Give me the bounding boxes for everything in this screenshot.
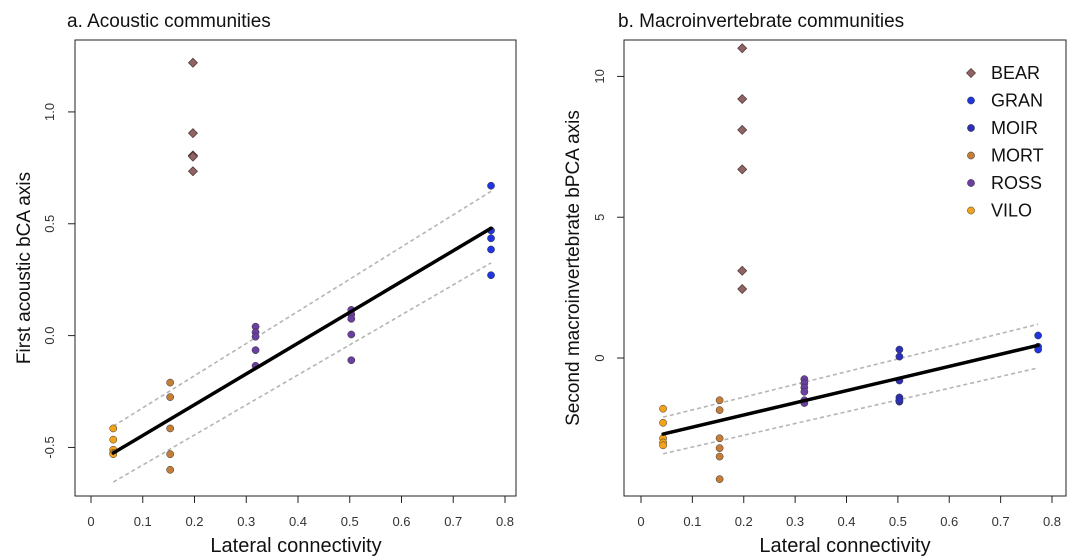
y-tick-label: 10: [592, 69, 607, 83]
regression-line: [661, 343, 1040, 436]
data-point-vilo: [659, 404, 667, 413]
x-tick-label: 0.3: [237, 514, 255, 529]
data-point-bear: [737, 164, 748, 175]
data-point-ross: [251, 346, 260, 354]
legend-marker: [967, 179, 975, 187]
panel-acoustic: a. Acoustic communities 0 0.1 0.2 0.3 0.4 0.5…: [14, 11, 517, 556]
legend-label: MOIR: [991, 118, 1038, 138]
data-point-bear: [187, 128, 198, 139]
data-point-gran: [487, 245, 495, 254]
x-tick-label: 0.1: [683, 514, 701, 529]
data-point-ross: [347, 330, 356, 339]
data-point-gran: [487, 181, 495, 190]
legend-marker: [967, 206, 975, 215]
x-tick-label: 0.8: [496, 514, 514, 529]
data-point-mort: [166, 424, 175, 433]
x-tick-label: 0: [637, 514, 644, 529]
legend-label: GRAN: [991, 91, 1043, 111]
data-point-moir: [895, 345, 904, 354]
data-point-mort: [715, 452, 724, 461]
data-point-ross: [251, 332, 260, 341]
panel-macroinvertebrate: b. Macroinvertebrate communities 0 0.1 0.2…: [563, 11, 1067, 556]
data-point-mort: [715, 475, 724, 483]
ci-upper-line: [662, 323, 1039, 418]
x-tick-label: 0.4: [837, 514, 855, 529]
legend-marker: [966, 68, 976, 78]
data-point-gran: [487, 234, 495, 243]
data-point-ross: [347, 356, 356, 365]
data-point-moir: [895, 352, 904, 361]
legend-marker: [967, 151, 975, 160]
data-point-mort: [166, 393, 175, 401]
regression-line: [111, 226, 493, 455]
x-tick-label: 0.2: [735, 514, 753, 529]
data-point-mort: [715, 406, 724, 414]
data-point-bear: [187, 57, 198, 68]
y-tick-label: 0: [592, 354, 607, 361]
data-point-mort: [715, 434, 724, 443]
ci-upper-line: [112, 190, 492, 427]
data-point-bear: [737, 93, 748, 104]
x-tick-label: 0.6: [940, 514, 958, 529]
data-point-mort: [715, 444, 724, 452]
x-tick-label: 0.8: [1043, 514, 1061, 529]
panel-b-x-axis-label: Lateral connectivity: [759, 535, 930, 556]
y-tick-label: 0.5: [42, 215, 57, 233]
panel-b-title: b. Macroinvertebrate communities: [618, 11, 904, 32]
data-point-gran: [1034, 331, 1042, 340]
data-point-bear: [737, 284, 748, 295]
legend-label: ROSS: [991, 173, 1042, 193]
x-tick-label: 0.1: [134, 514, 152, 529]
x-tick-label: 0.3: [786, 514, 804, 529]
x-tick-label: 0.2: [185, 514, 203, 529]
data-point-vilo: [659, 441, 667, 450]
x-tick-label: 0.5: [889, 514, 907, 529]
x-tick-label: 0.7: [444, 514, 462, 529]
data-point-bear: [187, 151, 198, 162]
data-point-ross: [800, 387, 809, 396]
legend-label: BEAR: [991, 63, 1040, 83]
x-tick-label: 0.6: [392, 514, 410, 529]
data-point-bear: [737, 265, 748, 276]
panel-a-title: a. Acoustic communities: [67, 11, 271, 32]
data-point-mort: [166, 378, 175, 387]
x-tick-label: 0.4: [289, 514, 307, 529]
y-tick-label: 1.0: [42, 103, 57, 121]
legend: BEAR GRAN MOIR MORT ROSS VILO: [966, 63, 1044, 221]
x-tick-label: 0.5: [341, 514, 359, 529]
y-tick-label: -0.5: [42, 436, 57, 458]
panel-b-plot-box: [623, 39, 1067, 497]
data-point-mort: [166, 450, 175, 459]
ci-lower-line: [112, 262, 492, 483]
legend-label: VILO: [991, 201, 1032, 221]
panel-b-y-axis-label: Second macroinvertebrate bPCA axis: [563, 110, 584, 426]
y-tick-label: 0.0: [42, 327, 57, 345]
data-point-gran: [487, 271, 495, 280]
data-point-bear: [737, 124, 748, 135]
data-point-bear: [737, 43, 748, 54]
y-tick-label: 5: [592, 214, 607, 221]
data-point-moir: [895, 396, 904, 405]
panel-a-y-axis-label: First acoustic bCA axis: [14, 172, 35, 364]
panel-a-plot-box: [74, 39, 517, 497]
data-point-vilo: [659, 418, 667, 427]
legend-marker: [967, 96, 975, 105]
ci-lower-line: [662, 367, 1039, 455]
data-point-vilo: [109, 424, 118, 433]
x-tick-label: 0.7: [992, 514, 1010, 529]
data-point-mort: [166, 465, 175, 474]
data-point-ross: [347, 314, 356, 323]
data-point-mort: [715, 396, 724, 405]
panel-a-x-axis-label: Lateral connectivity: [210, 535, 381, 556]
data-point-vilo: [109, 435, 118, 444]
legend-label: MORT: [991, 146, 1044, 166]
legend-marker: [967, 124, 975, 132]
x-tick-label: 0: [87, 514, 94, 529]
data-point-bear: [187, 166, 198, 177]
